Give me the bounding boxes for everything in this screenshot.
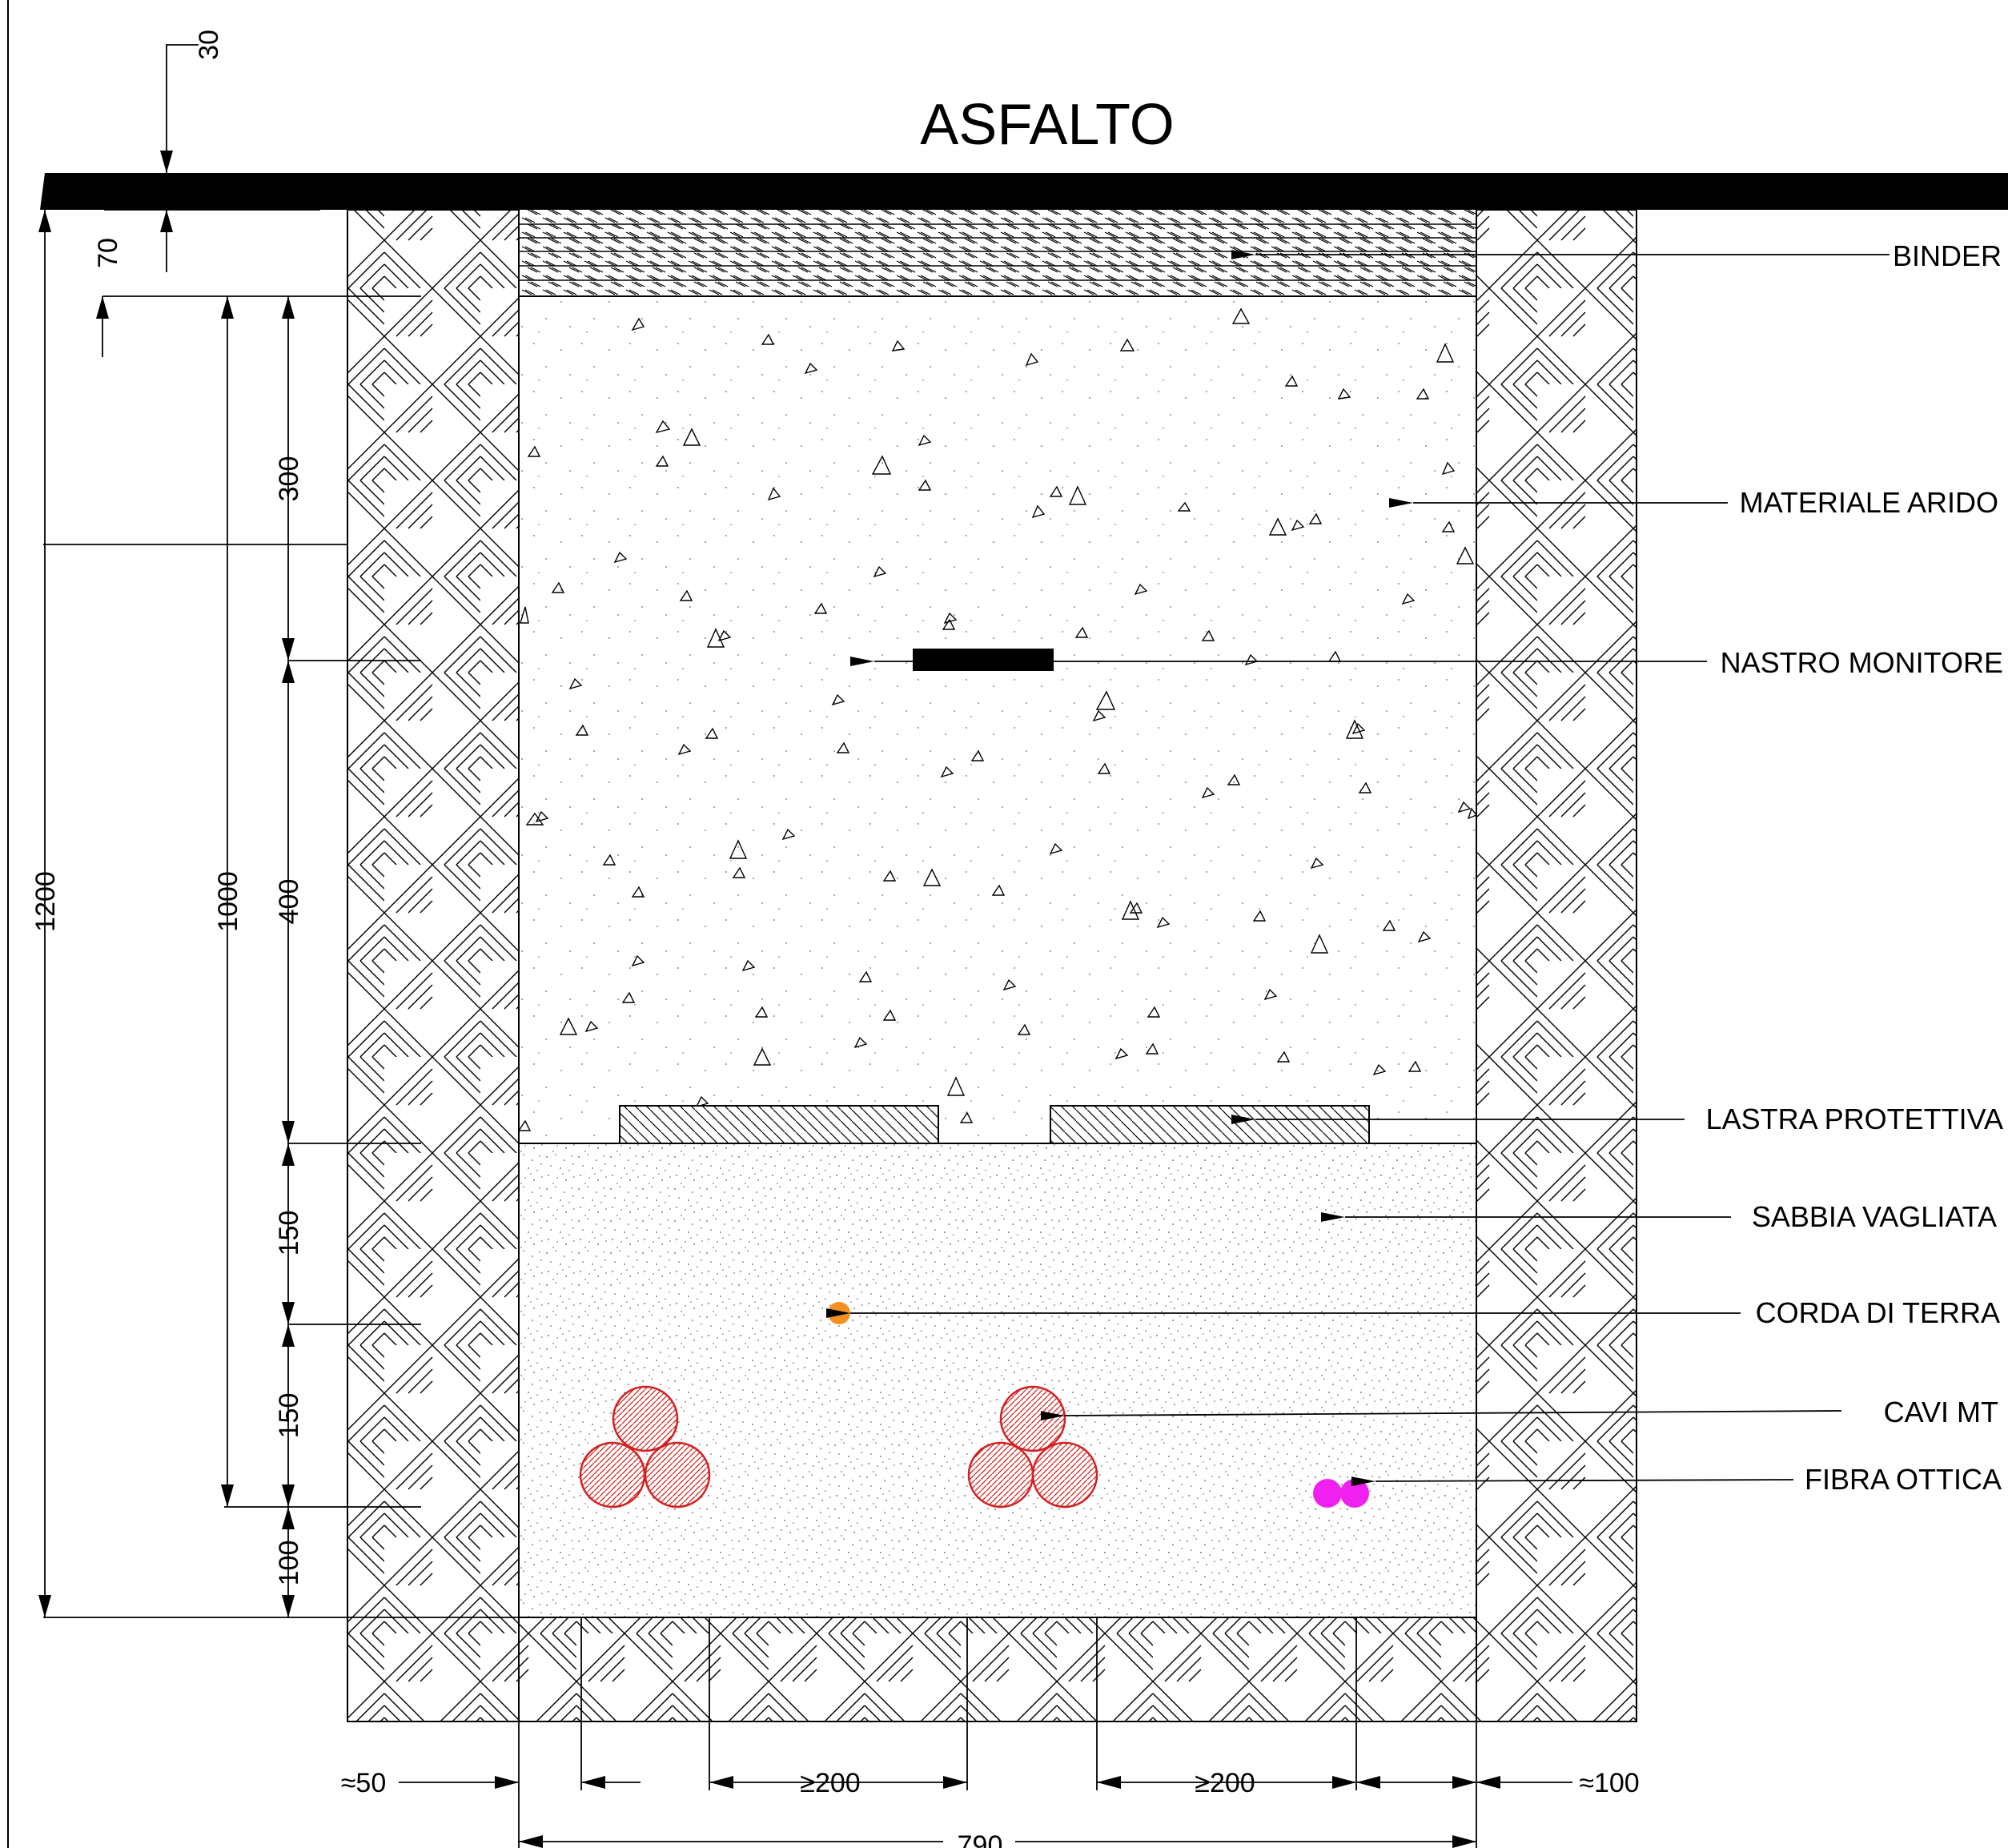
dim-400: 400: [274, 879, 304, 925]
mt-cables-right: [967, 1385, 1098, 1509]
mt-cables-left: [579, 1385, 711, 1509]
ground-left: [347, 209, 520, 1722]
dim-left-clearance: ≈50: [341, 1768, 386, 1798]
ground-right: [1476, 209, 1637, 1722]
label-binder: BINDER: [1893, 239, 2002, 272]
protective-slab-left: [619, 1105, 939, 1144]
dim-1200: 1200: [30, 871, 61, 932]
earth-rope: [828, 1302, 850, 1324]
label-materiale-arido: MATERIALE ARIDO: [1740, 486, 1998, 519]
protective-slab-right: [1050, 1105, 1370, 1144]
label-nastro-monitore: NASTRO MONITORE: [1721, 646, 2003, 679]
dim-70: 70: [93, 238, 123, 268]
optical-fiber-1: [1313, 1479, 1342, 1508]
dim-1000: 1000: [213, 871, 243, 932]
dim-150-upper: 150: [274, 1211, 304, 1256]
sabbia-vagliata-layer: [519, 1143, 1476, 1617]
asphalt-layer: [40, 173, 2008, 210]
dim-150-lower: 150: [274, 1393, 304, 1439]
dim-cable-spacing-2: ≥200: [1195, 1768, 1255, 1798]
label-lastra-protettiva: LASTRA PROTETTIVA: [1706, 1103, 2003, 1135]
optical-fiber-2: [1340, 1479, 1369, 1508]
label-sabbia-vagliata: SABBIA VAGLIATA: [1752, 1200, 1997, 1233]
dim-trench-width: 790: [958, 1830, 1003, 1848]
aggregate-triangles: [517, 307, 1478, 1131]
dim-right-clearance: ≈100: [1579, 1768, 1639, 1798]
warning-tape: [913, 649, 1054, 671]
label-corda-di-terra: CORDA DI TERRA: [1756, 1296, 2000, 1329]
materiale-arido-layer: [519, 296, 1476, 1143]
dim-100: 100: [274, 1541, 304, 1586]
asphalt-title: ASFALTO: [920, 93, 1174, 157]
label-fibra-ottica: FIBRA OTTICA: [1805, 1463, 2002, 1496]
dim-300: 300: [274, 456, 304, 502]
dim-30: 30: [194, 30, 224, 60]
ground-bottom: [518, 1617, 1477, 1722]
dim-cable-spacing-1: ≥200: [800, 1768, 860, 1798]
label-cavi-mt: CAVI MT: [1884, 1396, 1998, 1428]
binder-layer: [519, 210, 1476, 296]
